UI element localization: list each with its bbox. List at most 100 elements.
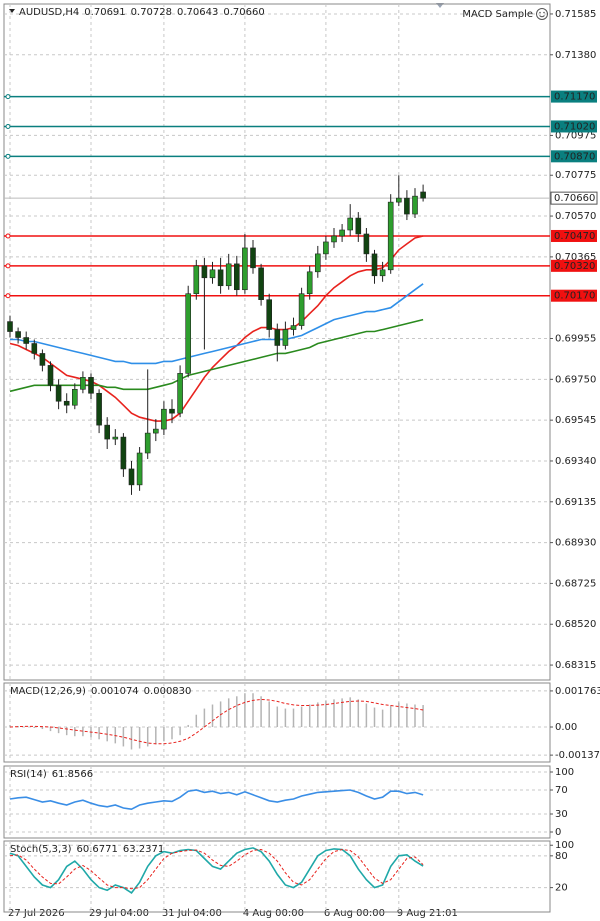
y-tick-label: 0.68725 xyxy=(555,578,596,589)
indicator-title: MACD(12,26,9) xyxy=(10,686,86,697)
candle-body xyxy=(7,321,13,332)
candle-body xyxy=(72,388,78,406)
indicator-line xyxy=(9,848,424,890)
y-tick-label: 0.70365 xyxy=(555,252,596,263)
candle-body xyxy=(161,408,167,430)
y-tick-label: 0.001763 xyxy=(555,686,600,697)
readout-value: 0.70660 xyxy=(223,7,264,18)
last-price-label: 0.70660 xyxy=(554,193,595,204)
candle-body xyxy=(420,191,426,199)
level-handle xyxy=(5,263,11,269)
candle-body xyxy=(120,436,127,470)
level-label-box xyxy=(551,289,597,302)
candle-body xyxy=(379,269,386,277)
x-tick-label: 31 Jul 04:00 xyxy=(162,908,222,919)
readout-value: 0.70643 xyxy=(177,7,218,18)
candle-body xyxy=(153,428,159,434)
indicator-title: Stoch(5,3,3) xyxy=(10,844,72,855)
candle-body xyxy=(404,197,410,215)
candle-body xyxy=(298,293,305,326)
expert-icon[interactable] xyxy=(536,8,548,20)
candle-body xyxy=(266,299,273,330)
y-tick-label: 30 xyxy=(555,809,568,820)
y-tick-label: 0.69545 xyxy=(555,415,596,426)
candle-body xyxy=(363,233,370,255)
level-label-box xyxy=(551,229,597,242)
candle-body xyxy=(306,271,313,295)
candle-body xyxy=(39,353,46,366)
candle-body xyxy=(31,343,38,354)
panel-frame xyxy=(3,840,551,913)
candle-body xyxy=(250,247,256,269)
x-tick-label: 4 Aug 00:00 xyxy=(243,908,304,919)
readout-value: 0.70691 xyxy=(84,7,125,18)
candle-body xyxy=(282,329,289,346)
candle-body xyxy=(355,217,362,235)
y-tick-label: 0.70975 xyxy=(555,130,596,141)
level-label-box xyxy=(551,120,597,133)
level-handle xyxy=(5,94,11,100)
expert-icon-eye xyxy=(543,11,545,14)
level-label-box xyxy=(551,150,597,163)
candle-body xyxy=(201,265,208,279)
y-tick-label: 0.00 xyxy=(555,722,577,733)
level-handle xyxy=(5,293,11,299)
last-price-box xyxy=(550,191,598,205)
candle-body xyxy=(371,253,378,277)
candle-body xyxy=(55,385,62,402)
y-tick-label: 0.71585 xyxy=(555,9,596,20)
candle-body xyxy=(144,432,151,454)
candle-body xyxy=(412,195,418,215)
readout-value: 63.2371 xyxy=(123,844,164,855)
level-handle xyxy=(5,123,11,129)
y-tick-label: 70 xyxy=(555,785,568,796)
candle-body xyxy=(128,468,135,486)
panel-header: Stoch(5,3,3) 60.6771 63.2371 xyxy=(10,844,164,855)
candle-body xyxy=(63,400,70,406)
candle-body xyxy=(169,408,175,414)
indicator-line xyxy=(9,789,424,811)
panel-header: AUDUSD,H4 0.70691 0.70728 0.70643 0.70660 xyxy=(19,7,265,18)
candle-body xyxy=(242,247,248,291)
readout-value: 60.6771 xyxy=(76,844,117,855)
x-tick-label: 9 Aug 21:01 xyxy=(397,908,458,919)
y-tick-label: 0.69955 xyxy=(555,334,596,345)
level-handle xyxy=(5,153,11,159)
candle-body xyxy=(323,241,329,255)
candle-body xyxy=(96,392,102,426)
candle-body xyxy=(347,217,354,231)
y-tick-label: 100 xyxy=(555,767,574,778)
panel-frame xyxy=(3,765,551,839)
candle-body xyxy=(290,325,297,330)
x-tick-label: 6 Aug 00:00 xyxy=(324,908,385,919)
panel-header: RSI(14) 61.8566 xyxy=(10,769,93,780)
level-label: 0.70870 xyxy=(554,151,595,162)
candle-body xyxy=(331,235,337,243)
candle-body xyxy=(47,365,54,386)
indicator-line xyxy=(9,318,424,393)
panel-frame xyxy=(3,682,551,763)
candle-body xyxy=(234,263,240,291)
candle-body xyxy=(217,269,224,287)
candle-body xyxy=(258,267,264,300)
y-tick-label: 0.71380 xyxy=(555,50,596,61)
level-label: 0.71020 xyxy=(554,121,595,132)
candle-body xyxy=(88,377,94,394)
y-tick-label: 0.70775 xyxy=(555,170,596,181)
y-tick-label: 0.68930 xyxy=(555,538,596,549)
y-tick-label: 0 xyxy=(555,827,561,838)
y-tick-label: 100 xyxy=(555,840,574,851)
candle-body xyxy=(23,337,30,344)
level-handle xyxy=(5,233,11,239)
level-label: 0.70170 xyxy=(554,291,595,302)
indicator-title: RSI(14) xyxy=(10,769,47,780)
x-tick-label: 29 Jul 04:00 xyxy=(89,908,149,919)
y-tick-label: 0.69135 xyxy=(555,497,596,508)
candle-body xyxy=(314,253,321,273)
y-tick-label: 0.70570 xyxy=(555,211,596,222)
readout-value: 0.001074 xyxy=(91,686,139,697)
candle-body xyxy=(104,424,110,440)
candle-body xyxy=(185,293,191,374)
candle-body xyxy=(387,201,394,271)
